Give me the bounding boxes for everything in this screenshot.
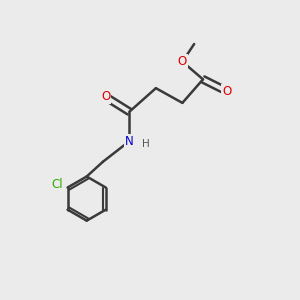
Text: O: O: [178, 55, 187, 68]
Text: N: N: [125, 135, 134, 148]
Text: O: O: [222, 85, 231, 98]
Text: H: H: [142, 139, 149, 149]
Text: O: O: [101, 91, 110, 103]
Text: Cl: Cl: [52, 178, 63, 190]
